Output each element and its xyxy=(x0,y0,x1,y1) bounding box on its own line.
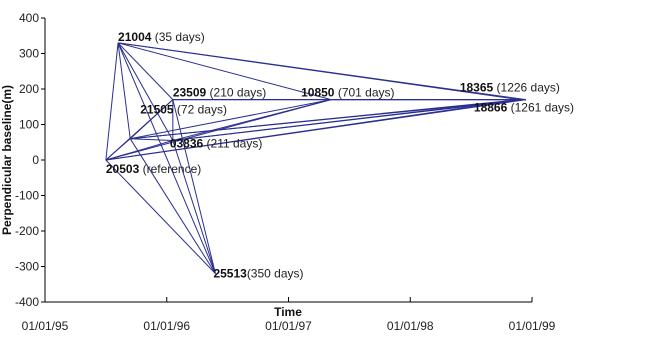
node-desc: (350 days) xyxy=(247,267,304,281)
edges-group xyxy=(105,42,526,274)
node-desc: (211 days) xyxy=(203,136,262,150)
node-desc: (reference) xyxy=(139,162,201,176)
node-id: 10850 xyxy=(301,86,335,100)
node-label: 10850 (701 days) xyxy=(301,86,394,100)
node-desc: (210 days) xyxy=(206,86,266,100)
baseline-edge xyxy=(172,140,216,274)
node-label: 20503 (reference) xyxy=(106,162,201,176)
node-desc: (1226 days) xyxy=(493,81,560,95)
node-id: 21505 xyxy=(140,103,174,117)
baseline-edge xyxy=(130,99,332,140)
node-label: 23509 (210 days) xyxy=(173,86,266,100)
y-tick-label: 300 xyxy=(19,47,39,61)
node-id: 03836 xyxy=(170,136,204,150)
baseline-edge xyxy=(117,42,174,100)
x-axis-title: Time xyxy=(274,305,302,319)
node-desc: (701 days) xyxy=(334,86,394,100)
y-tick-label: -400 xyxy=(15,295,39,309)
baseline-edge xyxy=(117,42,216,274)
node-desc: (1261 days) xyxy=(507,101,574,115)
baseline-edge xyxy=(130,99,526,140)
y-tick-label: 100 xyxy=(19,118,39,132)
y-tick-label: 400 xyxy=(19,11,39,25)
y-tick-label: 200 xyxy=(19,82,39,96)
node-id: 18365 xyxy=(460,81,494,95)
node-id: 25513 xyxy=(213,267,247,281)
baseline-edge xyxy=(130,138,173,141)
x-tick-label: 01/01/99 xyxy=(509,319,556,333)
node-label: 18365 (1226 days) xyxy=(460,81,560,95)
y-axis-title: Perpendicular baseline(m) xyxy=(0,85,14,235)
baseline-edge xyxy=(117,42,174,141)
node-id: 20503 xyxy=(106,162,140,176)
axes-group: 400 300 200 100 0 -100 -200 -300 -400 01/01/95 01/… xyxy=(15,11,556,333)
baseline-edge xyxy=(117,42,332,101)
node-id: 21004 xyxy=(118,30,152,44)
baseline-edge xyxy=(172,99,526,141)
node-label: 21505 (72 days) xyxy=(140,103,227,117)
baseline-edge xyxy=(172,99,332,141)
node-id: 23509 xyxy=(173,86,207,100)
node-label: 21004 (35 days) xyxy=(118,30,205,44)
x-tick-label: 01/01/96 xyxy=(143,319,190,333)
x-tick-label: 01/01/98 xyxy=(387,319,434,333)
baseline-edge xyxy=(117,42,526,101)
node-labels-group: 20503 (reference) 21004 (35 days) 21505 (7… xyxy=(106,30,574,281)
node-id: 18866 xyxy=(474,101,508,115)
y-tick-label: -300 xyxy=(15,260,39,274)
x-tick-label: 01/01/95 xyxy=(22,319,69,333)
node-label: 03836 (211 days) xyxy=(170,136,263,150)
y-tick-label: 0 xyxy=(32,153,39,167)
y-tick-label: -100 xyxy=(15,189,39,203)
node-label: 18866 (1261 days) xyxy=(474,101,574,115)
baseline-edge xyxy=(105,42,119,161)
node-desc: (35 days) xyxy=(151,30,204,44)
baseline-edge xyxy=(172,99,216,274)
baseline-edge xyxy=(129,138,216,274)
node-label: 25513(350 days) xyxy=(213,267,303,281)
baseline-edge xyxy=(117,42,131,139)
baseline-edge xyxy=(105,159,216,274)
y-tick-label: -200 xyxy=(15,224,39,238)
baseline-edge xyxy=(129,99,174,140)
node-desc: (72 days) xyxy=(174,103,227,117)
x-tick-label: 01/01/97 xyxy=(265,319,312,333)
